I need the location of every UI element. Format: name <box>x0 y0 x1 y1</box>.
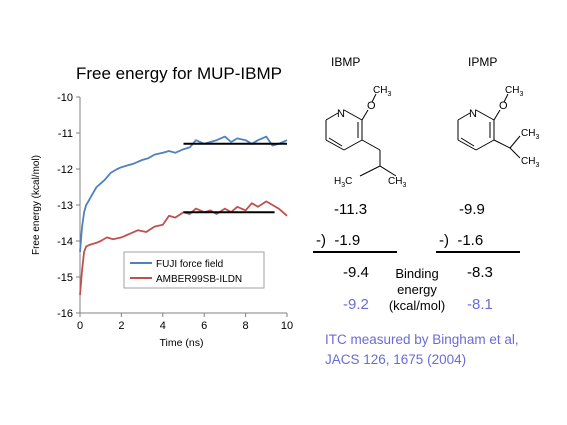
ibmp-h3c-c: C <box>345 176 352 187</box>
legend-label: AMBER99SB-ILDN <box>156 274 242 285</box>
x-tick-label: 8 <box>243 320 249 332</box>
x-tick-label: 0 <box>77 320 83 332</box>
x-axis-title: Time (ns) <box>160 337 204 349</box>
ipmp-name: IPMP <box>468 55 498 69</box>
y-tick-label: -12 <box>57 164 73 176</box>
ipmp-sum-rule <box>436 251 520 253</box>
y-tick-label: -11 <box>58 128 73 140</box>
svg-text:CH3: CH3 <box>388 176 406 189</box>
ibmp-sum-rule <box>313 251 397 253</box>
y-tick-label: -15 <box>57 272 73 284</box>
series-line-amber <box>79 200 288 296</box>
itc-reference-note: ITC measured by Bingham et al, JACS 126,… <box>325 330 519 370</box>
ibmp-binding-energy: -9.4 <box>343 264 369 281</box>
ipmp-ch3-b: CH <box>521 156 535 167</box>
ibmp-itc-energy: -9.2 <box>343 296 369 313</box>
y-tick-label: -16 <box>57 308 73 320</box>
ipmp-binding-energy: -8.3 <box>467 264 493 281</box>
svg-text:CH3: CH3 <box>505 85 523 98</box>
ipmp-ch3-top: CH <box>505 85 519 96</box>
ibmp-complex-energy: -11.3 <box>334 201 368 218</box>
x-tick-label: 10 <box>281 320 293 332</box>
ibmp-structure: N O CH3 H3C CH3 <box>325 85 406 189</box>
svg-text:CH3: CH3 <box>521 128 539 141</box>
ipmp-atom-o: O <box>499 100 508 112</box>
ipmp-ch3-top-sub: 3 <box>519 91 523 98</box>
ibmp-ch3-top-sub: 3 <box>387 91 391 98</box>
chart-series <box>79 135 288 296</box>
svg-text:CH3: CH3 <box>373 85 391 98</box>
chart-reference-lines <box>183 142 287 214</box>
chart-axes: -10 -11 -12 -13 -14 -15 -16 0 2 4 6 8 10 Time (ns) Fre… <box>31 92 293 349</box>
chart-legend: FUJI force field AMBER99SB-ILDN <box>123 251 265 289</box>
y-axis-title: Free energy (kcal/mol) <box>31 155 42 255</box>
legend-box <box>123 251 265 289</box>
ibmp-name: IBMP <box>331 55 361 69</box>
ipmp-atom-n: N <box>469 108 477 120</box>
svg-text:H3C: H3C <box>334 176 352 189</box>
y-tick-label: -10 <box>57 92 73 104</box>
ipmp-itc-energy: -8.1 <box>467 296 493 313</box>
ibmp-ch3-bottom: CH <box>388 176 402 187</box>
ibmp-subtraction: -) -1.9 <box>316 232 361 249</box>
ibmp-h3c-h: H <box>334 176 341 187</box>
legend-label: FUJI force field <box>156 259 223 270</box>
itc-reference-line2: JACS 126, 1675 (2004) <box>325 352 467 367</box>
chart-title: Free energy for MUP-IBMP <box>76 64 282 83</box>
ipmp-structure: N O CH3 CH3 CH3 <box>457 85 539 169</box>
y-tick-label: -14 <box>57 236 73 248</box>
binding-energy-label: Binding energy (kcal/mol) <box>388 266 446 313</box>
ipmp-ch3-a-sub: 3 <box>535 134 539 141</box>
ipmp-ch3-b-sub: 3 <box>535 162 539 169</box>
ipmp-subtraction: -) -1.6 <box>439 232 484 249</box>
x-tick-label: 6 <box>201 320 207 332</box>
ibmp-ch3-bottom-sub: 3 <box>402 182 406 189</box>
x-tick-label: 2 <box>118 320 124 332</box>
series-line-fuji <box>79 135 288 252</box>
ibmp-atom-n: N <box>337 108 345 120</box>
itc-reference-line1: ITC measured by Bingham et al, <box>325 332 519 347</box>
ipmp-ch3-a: CH <box>521 128 535 139</box>
x-tick-label: 4 <box>160 320 166 332</box>
ipmp-complex-energy: -9.9 <box>459 201 485 218</box>
y-tick-label: -13 <box>57 200 73 212</box>
svg-text:CH3: CH3 <box>521 156 539 169</box>
ibmp-atom-o: O <box>367 100 376 112</box>
ibmp-h3c-sub: 3 <box>341 182 345 189</box>
ibmp-ch3-top: CH <box>373 85 387 96</box>
